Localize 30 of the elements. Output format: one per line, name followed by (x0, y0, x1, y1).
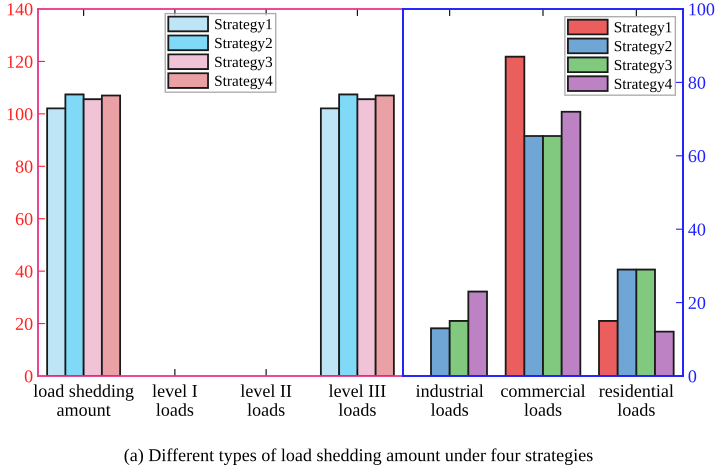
x-tick-label: commercial loads (501, 384, 586, 416)
legend-label: Strategy3 (614, 60, 672, 74)
legend-label: Strategy1 (215, 19, 272, 32)
legend-label: Strategy2 (215, 38, 272, 52)
y2-tick-label: 0 (688, 370, 696, 382)
x-tick-label: load shedding amount (34, 384, 134, 416)
y2-tick-label: 40 (688, 223, 706, 236)
y-tick-label: 60 (16, 212, 32, 226)
y-tick-label: 120 (8, 56, 32, 68)
x-tick-label: industrial loads (416, 384, 484, 416)
y-tick-label: 80 (16, 160, 32, 173)
legend-label: Strategy4 (614, 78, 672, 92)
y2-tick-label: 60 (688, 150, 706, 162)
y-tick-label: 140 (8, 3, 32, 16)
legend-label: Strategy1 (614, 22, 672, 36)
y-tick-label: 0 (24, 370, 32, 382)
x-tick-label: level II loads (240, 384, 292, 416)
x-tick-label: level III loads (328, 384, 386, 416)
x-tick-label: residential loads (599, 384, 674, 416)
y2-tick-label: 20 (688, 296, 706, 310)
y-tick-label: 100 (8, 108, 32, 120)
y-tick-label: 20 (16, 318, 32, 330)
legend-label: Strategy3 (215, 56, 272, 70)
text: (a) Different types of load shedding amount under four strategies (124, 448, 593, 465)
y2-tick-label: 100 (689, 3, 714, 16)
x-tick-label: level I loads (152, 384, 198, 416)
y-tick-label: 40 (15, 265, 32, 278)
legend-label: Strategy2 (614, 40, 672, 54)
legend-label: Strategy4 (215, 76, 272, 90)
y2-tick-label: 80 (688, 76, 706, 89)
